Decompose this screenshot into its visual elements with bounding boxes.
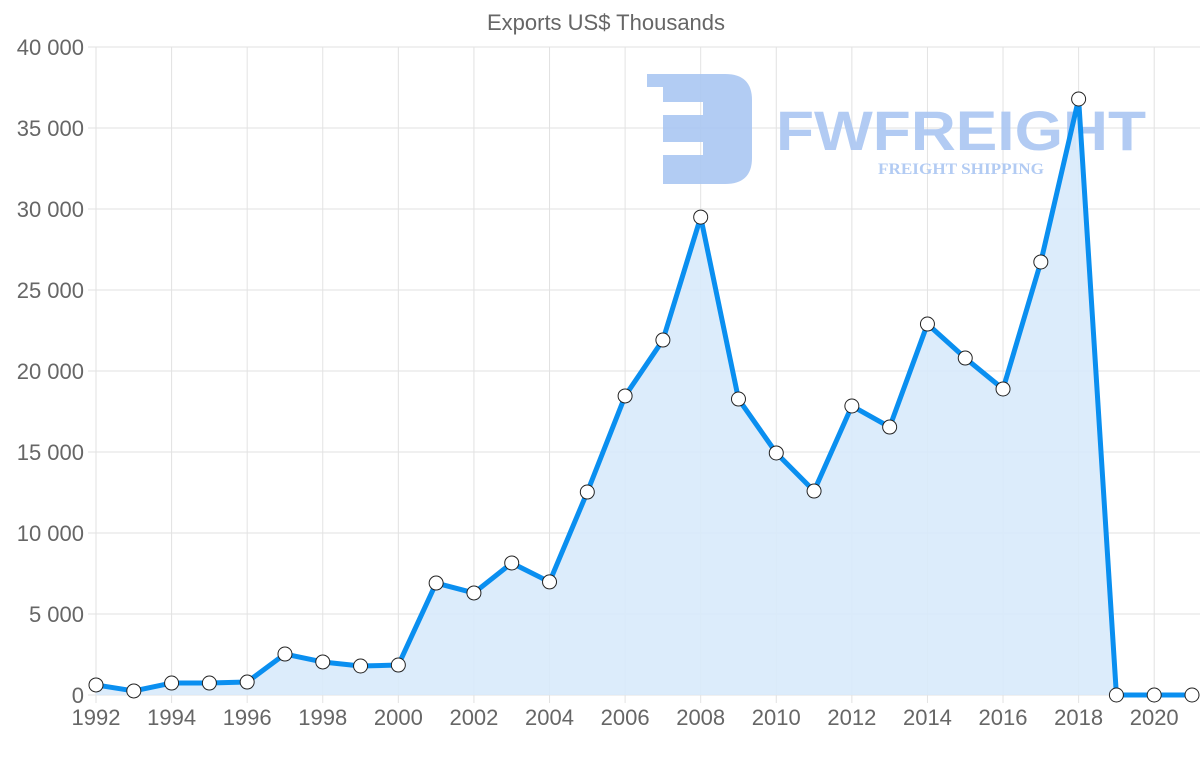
data-point-1994[interactable] xyxy=(164,675,180,691)
y-tick-label: 10 000 xyxy=(17,521,84,546)
logo-mark-icon xyxy=(647,74,752,184)
x-axis: 1992 1994 1996 1998 2000 2002 2004 2006 2008 2010… xyxy=(72,705,1179,730)
x-tick-label: 2008 xyxy=(676,705,725,730)
data-point-2020[interactable] xyxy=(1146,687,1162,703)
x-tick-label: 1998 xyxy=(298,705,347,730)
y-tick-label: 30 000 xyxy=(17,197,84,222)
chart-title: Exports US$ Thousands xyxy=(487,10,725,35)
x-tick-label: 2006 xyxy=(601,705,650,730)
data-point-1995[interactable] xyxy=(201,675,217,691)
data-point-1992[interactable] xyxy=(88,677,104,693)
data-point-2009[interactable] xyxy=(730,391,746,407)
x-tick-label: 2012 xyxy=(827,705,876,730)
data-point-2002[interactable] xyxy=(466,585,482,601)
y-tick-label: 20 000 xyxy=(17,359,84,384)
logo-tagline: FREIGHT SHIPPING xyxy=(878,161,1045,178)
data-point-2008[interactable] xyxy=(693,209,709,225)
data-point-1996[interactable] xyxy=(239,674,255,690)
series xyxy=(88,91,1200,703)
y-tick-label: 0 xyxy=(72,683,84,708)
data-point-2004[interactable] xyxy=(542,574,558,590)
x-tick-label: 2002 xyxy=(449,705,498,730)
x-tick-label: 2000 xyxy=(374,705,423,730)
data-point-2001[interactable] xyxy=(428,575,444,591)
data-point-2012[interactable] xyxy=(844,398,860,414)
x-tick-label: 2018 xyxy=(1054,705,1103,730)
data-point-2005[interactable] xyxy=(579,484,595,500)
data-point-2016[interactable] xyxy=(995,381,1011,397)
x-tick-label: 1992 xyxy=(72,705,121,730)
x-tick-label: 2004 xyxy=(525,705,574,730)
x-tick-label: 1996 xyxy=(223,705,272,730)
data-point-2011[interactable] xyxy=(806,483,822,499)
data-point-1993[interactable] xyxy=(126,683,142,699)
series-area xyxy=(96,99,1192,695)
logo-wordmark: FWFREIGHT xyxy=(776,99,1146,162)
data-point-1997[interactable] xyxy=(277,646,293,662)
data-point-2000[interactable] xyxy=(390,657,406,673)
y-tick-label: 15 000 xyxy=(17,440,84,465)
data-point-2010[interactable] xyxy=(768,445,784,461)
data-point-2018[interactable] xyxy=(1071,91,1087,107)
data-point-1998[interactable] xyxy=(315,654,331,670)
data-point-2015[interactable] xyxy=(957,350,973,366)
y-tick-label: 35 000 xyxy=(17,116,84,141)
y-tick-label: 25 000 xyxy=(17,278,84,303)
data-point-1999[interactable] xyxy=(353,658,369,674)
data-point-2014[interactable] xyxy=(919,316,935,332)
data-point-2013[interactable] xyxy=(882,419,898,435)
data-point-2003[interactable] xyxy=(504,555,520,571)
data-point-2007[interactable] xyxy=(655,332,671,348)
x-tick-label: 2020 xyxy=(1130,705,1179,730)
series-line xyxy=(95,96,1192,698)
y-tick-label: 40 000 xyxy=(17,35,84,60)
data-point-2006[interactable] xyxy=(617,388,633,404)
data-point-2021[interactable] xyxy=(1184,687,1200,703)
data-point-2017[interactable] xyxy=(1033,254,1049,270)
y-axis: 0 5 000 10 000 15 000 20 000 25 000 30 000 35 0… xyxy=(17,35,84,708)
fwfreight-logo-watermark: FWFREIGHT FREIGHT SHIPPING xyxy=(647,74,1146,184)
data-point-2019[interactable] xyxy=(1108,687,1124,703)
y-tick-label: 5 000 xyxy=(29,602,84,627)
x-tick-label: 2010 xyxy=(752,705,801,730)
x-tick-label: 2016 xyxy=(979,705,1028,730)
x-tick-label: 2014 xyxy=(903,705,952,730)
x-tick-label: 1994 xyxy=(147,705,196,730)
